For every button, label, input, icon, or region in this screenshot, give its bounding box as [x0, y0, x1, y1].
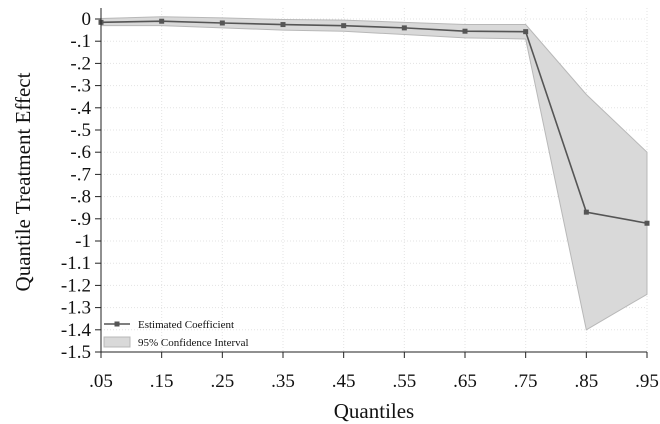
y-tick-label: 0 [82, 9, 92, 30]
coefficient-point [644, 220, 650, 226]
legend-band-swatch [103, 336, 131, 348]
y-tick-label: -.4 [70, 98, 91, 119]
coefficient-point [159, 18, 165, 24]
legend-line-marker [114, 321, 120, 327]
x-tick-label: .75 [514, 371, 538, 392]
x-tick-label: .55 [392, 371, 416, 392]
y-tick-labels: 0-.1-.2-.3-.4-.5-.6-.7-.8-.9-1-1.1-1.2-1… [61, 9, 92, 363]
legend-coefficient-label: Estimated Coefficient [138, 319, 234, 331]
coefficient-point [523, 29, 529, 35]
coefficient-point [401, 25, 407, 31]
y-tick-label: -1.5 [61, 342, 91, 363]
y-tick-label: -.8 [70, 187, 91, 208]
y-tick-label: -.5 [70, 120, 91, 141]
x-axis-title: Quantiles [334, 399, 414, 423]
y-tick-label: -1.4 [61, 320, 92, 341]
y-tick-label: -1.2 [61, 275, 91, 296]
y-tick-label: -.1 [70, 31, 91, 52]
x-tick-label: .35 [271, 371, 295, 392]
x-tick-label: .65 [453, 371, 477, 392]
x-tick-label: .25 [210, 371, 234, 392]
y-tick-label: -1.1 [61, 253, 91, 274]
x-tick-label: .95 [635, 371, 659, 392]
coefficient-point [280, 22, 286, 28]
legend-band-label: 95% Confidence Interval [138, 337, 249, 349]
y-tick-label: -.7 [70, 164, 91, 185]
y-axis-title: Quantile Treatment Effect [11, 72, 35, 291]
y-tick-label: -1 [75, 231, 91, 252]
x-tick-label: .15 [150, 371, 174, 392]
y-tick-label: -.3 [70, 76, 91, 97]
y-tick-label: -1.3 [61, 298, 91, 319]
x-tick-label: .85 [574, 371, 598, 392]
confidence-band [100, 16, 648, 331]
y-tick-label: -.6 [70, 142, 91, 163]
axes [95, 8, 648, 358]
coefficient-line [100, 20, 648, 225]
coefficient-point [583, 209, 589, 215]
y-tick-label: -.2 [70, 53, 91, 74]
coefficient-point [341, 23, 347, 29]
x-tick-label: .05 [89, 371, 113, 392]
x-tick-labels: .05 .15 .25 .35 .45 .55 .65 .75 .85 .95 [89, 371, 659, 392]
coefficient-point [462, 28, 468, 34]
coefficient-point [219, 20, 225, 26]
legend: Estimated Coefficient 95% Confidence Int… [103, 319, 249, 349]
y-tick-label: -.9 [70, 209, 91, 230]
x-tick-label: .45 [332, 371, 356, 392]
